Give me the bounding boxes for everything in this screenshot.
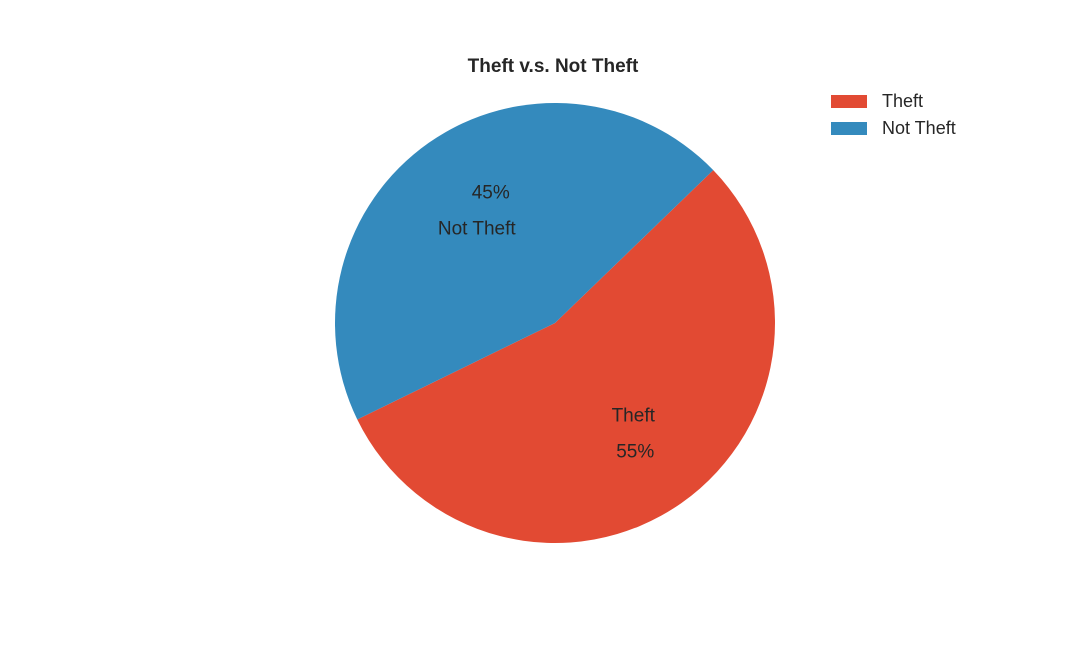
legend-swatch	[831, 122, 867, 135]
legend-label: Not Theft	[882, 118, 956, 138]
pie-slices	[334, 102, 775, 543]
pie-slice-not-theft	[334, 102, 714, 420]
slice-name-label: Theft	[612, 406, 656, 427]
pie-slice-theft	[357, 170, 775, 543]
slice-percent-label: 45%	[472, 182, 510, 203]
pie-labels: Theft 55% Not Theft 45%	[438, 182, 656, 462]
legend-label: Theft	[882, 91, 923, 111]
legend: Theft Not Theft	[831, 91, 956, 138]
slice-name-label: Not Theft	[438, 218, 517, 239]
chart-title: Theft v.s. Not Theft	[468, 56, 639, 77]
legend-swatch	[831, 95, 867, 108]
slice-percent-label: 55%	[616, 442, 654, 463]
